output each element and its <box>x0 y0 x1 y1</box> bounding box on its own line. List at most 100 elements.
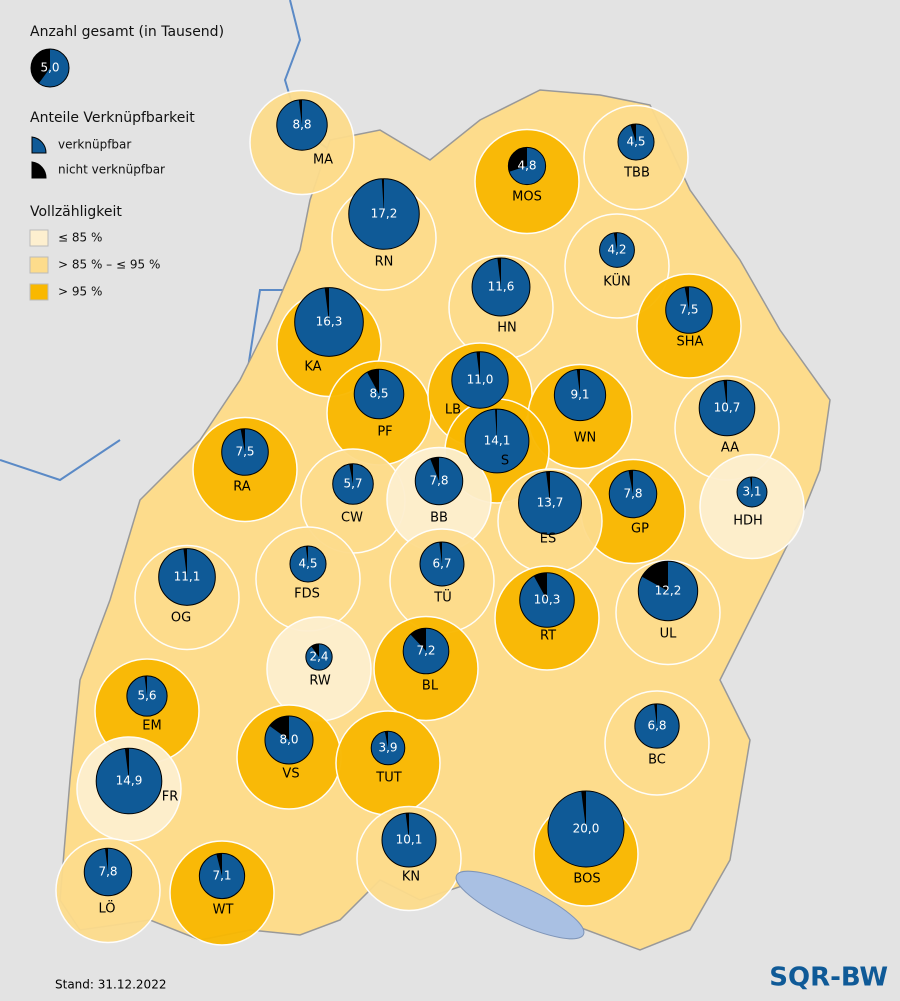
pie-value-label: 10,7 <box>714 401 741 415</box>
pie-value-label: 7,5 <box>235 445 254 459</box>
pie-value-label: 10,3 <box>534 593 561 607</box>
region-label: VS <box>282 767 299 782</box>
pie-value-label: 9,1 <box>570 388 589 402</box>
region-label: HN <box>497 321 517 336</box>
pie-nonlinkable <box>349 463 353 484</box>
pie-value-label: 14,1 <box>484 434 511 448</box>
region-label: BOS <box>573 872 600 887</box>
pie-nonlinkable <box>613 232 617 250</box>
region-label: RN <box>375 255 394 270</box>
pie-value-label: 8,5 <box>369 387 388 401</box>
legend-share-icon <box>31 136 47 154</box>
pie-nonlinkable <box>430 457 439 481</box>
pie-value-label: 7,5 <box>679 303 698 317</box>
region-label: S <box>501 454 509 469</box>
region-label: WT <box>213 903 234 918</box>
region-label: UL <box>660 627 678 642</box>
pie-nonlinkable <box>533 572 547 600</box>
pie-nonlinkable <box>723 380 727 408</box>
pie-nonlinkable <box>497 258 501 287</box>
pie-value-label: 7,1 <box>212 869 231 883</box>
pie-value-label: 7,2 <box>416 644 435 658</box>
region-label: LB <box>445 403 461 418</box>
region-label: BB <box>430 511 448 526</box>
pie-nonlinkable <box>144 675 147 696</box>
legend-share-title: Anteile Verknüpfbarkeit <box>30 110 195 126</box>
footer-date: Stand: 31.12.2022 <box>55 978 166 992</box>
pie-value-label: 16,3 <box>316 315 343 329</box>
pie-value-label: 12,2 <box>655 584 682 598</box>
region-label: FDS <box>294 587 320 602</box>
pie-nonlinkable <box>269 715 289 740</box>
pie-value-label: 2,4 <box>309 650 328 664</box>
pies: 8,8 MA 17,2 RN 4,8 MOS 4,5 TBB 4,2 KÜN 11,6 HN 16,3 K… <box>83 99 768 918</box>
pie-value-label: 7,8 <box>623 487 642 501</box>
legend-size-sample-wedge <box>30 48 50 84</box>
pie-nonlinkable <box>508 147 527 172</box>
pie-nonlinkable <box>576 369 580 395</box>
pie-nonlinkable <box>305 545 308 564</box>
region-label: WN <box>574 431 597 446</box>
region-label: FR <box>162 790 179 805</box>
region-label: ES <box>540 532 556 547</box>
pie-value-label: 6,7 <box>432 557 451 571</box>
pie-nonlinkable <box>240 428 245 452</box>
pie-nonlinkable <box>183 548 187 577</box>
region-label: KN <box>402 870 420 885</box>
pie-value-label: 20,0 <box>573 822 600 836</box>
pie-nonlinkable <box>628 470 633 494</box>
pie-value-label: 10,1 <box>396 833 423 847</box>
pie-value-label: 4,5 <box>626 135 645 149</box>
pie-value-label: 13,7 <box>537 496 564 510</box>
pie-value-label: 8,8 <box>292 118 311 132</box>
legend-class-swatch <box>29 256 49 274</box>
legend-share-label: nicht verknüpfbar <box>58 163 165 177</box>
pie-nonlinkable <box>654 703 657 726</box>
pie-value-label: 5,6 <box>137 689 156 703</box>
pie-value-label: 4,2 <box>607 243 626 257</box>
pie-nonlinkable <box>298 99 302 125</box>
lake <box>455 870 585 940</box>
pie-value-label: 11,1 <box>174 570 201 584</box>
pie-value-label: 3,9 <box>378 741 397 755</box>
pie-nonlinkable <box>367 369 379 394</box>
pie-nonlinkable <box>476 351 480 380</box>
legend-class-swatch <box>29 229 49 247</box>
legend-class-label: > 85 % – ≤ 95 % <box>58 258 160 272</box>
pie-nonlinkable <box>405 812 409 840</box>
pie-nonlinkable <box>581 790 586 829</box>
pie-nonlinkable <box>684 286 689 310</box>
region-label: PF <box>377 425 392 440</box>
region-label: RA <box>233 480 251 495</box>
region-label: GP <box>631 522 649 537</box>
legend-class-label: ≤ 85 % <box>58 231 102 245</box>
legend-size-title: Anzahl gesamt (in Tausend) <box>30 24 224 40</box>
region-label: AA <box>721 441 739 456</box>
legend-size-sample-label: 5,0 <box>40 61 59 75</box>
region-label: HDH <box>733 514 763 529</box>
pie-nonlinkable <box>124 748 129 781</box>
pie-nonlinkable <box>324 287 329 322</box>
region-label: LÖ <box>98 900 115 917</box>
pie-nonlinkable <box>750 477 752 492</box>
region-label: MOS <box>512 190 542 205</box>
region-label: MA <box>313 153 333 168</box>
region-label: SHA <box>677 335 704 350</box>
legend-share-icon <box>31 161 47 179</box>
region-label: RT <box>540 629 556 644</box>
pie-nonlinkable <box>641 561 668 591</box>
region-label: KÜN <box>603 273 630 290</box>
region-label: EM <box>142 719 161 734</box>
pie-nonlinkable <box>216 853 222 876</box>
pie-nonlinkable <box>494 409 497 441</box>
pie-value-label: 11,0 <box>467 373 494 387</box>
pie-value-label: 3,1 <box>742 485 761 499</box>
region-label: RW <box>309 674 331 689</box>
legend-class-swatch <box>29 283 49 301</box>
pie-nonlinkable <box>381 178 384 214</box>
region-label: BL <box>422 679 439 694</box>
pie-value-label: 4,5 <box>298 557 317 571</box>
pie-value-label: 17,2 <box>371 207 398 221</box>
pie-nonlinkable <box>384 731 388 748</box>
